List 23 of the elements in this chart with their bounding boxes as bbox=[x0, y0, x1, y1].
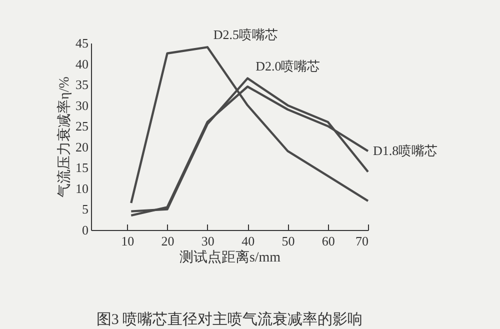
y-tick-label: 0 bbox=[82, 222, 88, 238]
y-axis-title: 气流压力衰减率η/% bbox=[56, 76, 72, 198]
x-tick-label: 30 bbox=[201, 234, 214, 248]
y-tick-label: 10 bbox=[76, 180, 88, 196]
y-tick-label: 25 bbox=[76, 118, 88, 134]
y-tick-label: 45 bbox=[76, 36, 88, 50]
y-tick-label: 35 bbox=[76, 77, 88, 92]
caption: 图3 喷嘴芯直径对主喷气流衰减率的影响 bbox=[96, 311, 363, 328]
y-tick-label: 30 bbox=[76, 98, 88, 113]
series-label: D2.0喷嘴芯 bbox=[256, 58, 320, 74]
x-axis-title: 测试点距离s/mm bbox=[179, 250, 281, 266]
x-tick-label: 70 bbox=[356, 234, 368, 248]
x-tick-label: 60 bbox=[322, 234, 335, 248]
y-tick-label: 40 bbox=[76, 56, 88, 72]
series-label: D1.8喷嘴芯 bbox=[373, 143, 438, 158]
x-tick-label: 40 bbox=[242, 234, 255, 248]
x-tick-label: 10 bbox=[121, 234, 134, 248]
y-tick-label: 20 bbox=[76, 139, 88, 154]
series-label: D2.5喷嘴芯 bbox=[213, 27, 278, 42]
y-tick-label: 15 bbox=[76, 160, 88, 176]
y-tick-label: 5 bbox=[82, 202, 88, 217]
x-tick-label: 50 bbox=[282, 234, 295, 248]
x-tick-label: 20 bbox=[161, 234, 174, 248]
